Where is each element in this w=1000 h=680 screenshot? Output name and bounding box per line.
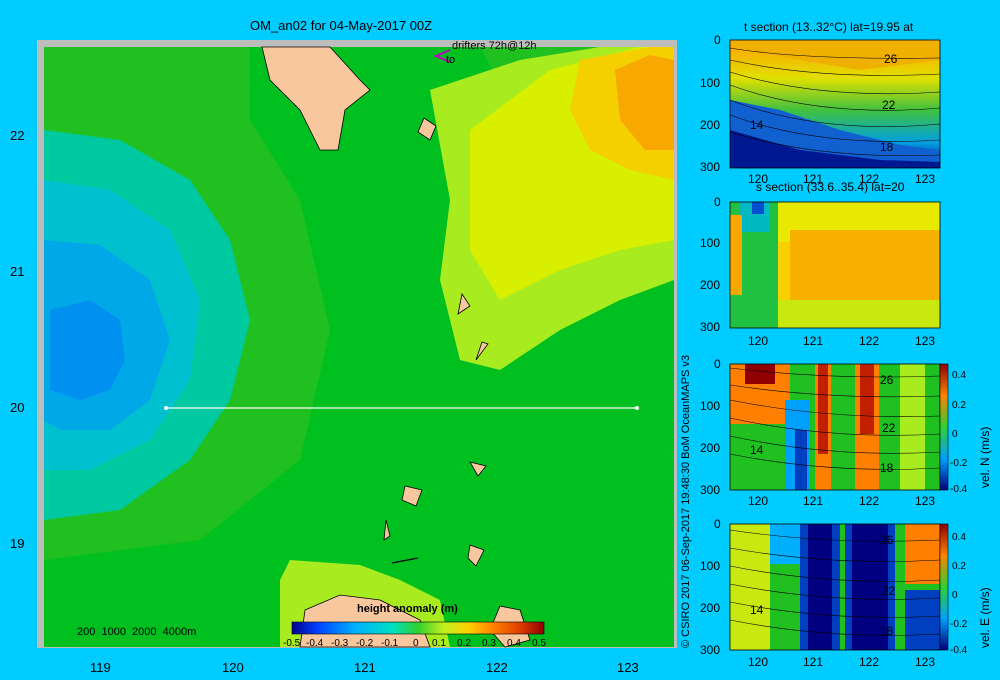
colorbar-title: height anomaly (m) xyxy=(357,603,458,615)
drifters-sub: to xyxy=(446,54,456,66)
cb-tick: -0.4 xyxy=(306,638,324,649)
lon-tick-122: 122 xyxy=(486,660,508,675)
s-xtick: 123 xyxy=(915,334,936,348)
vn-cb-tick: 0.2 xyxy=(952,400,966,411)
s-xtick: 122 xyxy=(859,334,880,348)
ve-contour-label: 14 xyxy=(750,603,764,617)
t-xtick: 123 xyxy=(915,172,936,186)
cb-tick: 0.4 xyxy=(507,638,521,649)
vn-contour-label: 26 xyxy=(880,373,894,387)
lat-tick-19: 19 xyxy=(10,536,25,551)
t-ytick: 200 xyxy=(700,118,721,132)
cb-tick: 0.5 xyxy=(532,638,546,649)
lon-tick-119: 119 xyxy=(90,660,111,675)
vel-e-plot xyxy=(729,523,949,651)
height-colorbar xyxy=(291,621,545,635)
ve-contour-label: 18 xyxy=(880,624,894,638)
vn-ytick: 100 xyxy=(700,399,721,413)
ve-ytick: 300 xyxy=(700,643,721,657)
lon-tick-120: 120 xyxy=(222,660,244,675)
ve-cb-tick: 0.2 xyxy=(952,561,966,572)
t-contour-label: 14 xyxy=(750,118,764,132)
vn-cb-tick: 0.4 xyxy=(952,370,966,381)
ve-contour-label: 22 xyxy=(882,584,896,598)
ve-cb-tick: 0 xyxy=(952,590,958,601)
vel-n-axis-label: vel. N (m/s) xyxy=(978,426,992,488)
vn-ytick: 200 xyxy=(700,441,721,455)
t-ytick: 300 xyxy=(700,160,721,174)
vel-n-plot xyxy=(729,363,949,491)
map-title: OM_an02 for 04-May-2017 00Z xyxy=(250,18,433,33)
vn-ytick: 0 xyxy=(714,357,721,371)
ve-cb-tick: -0.2 xyxy=(950,619,968,630)
ve-cb-tick: -0.4 xyxy=(950,645,968,656)
credit-text: © CSIRO 2017 06-Sep-2017 19:48:30 BoM Oc… xyxy=(680,354,692,648)
ve-xtick: 122 xyxy=(859,655,880,669)
t-ytick: 100 xyxy=(700,76,721,90)
vn-xtick: 121 xyxy=(803,494,824,508)
s-section-title: s section (33.6..35.4) lat=20 xyxy=(756,180,905,194)
vn-cb-tick: -0.4 xyxy=(950,484,968,495)
s-xtick: 121 xyxy=(803,334,824,348)
cb-tick: 0.3 xyxy=(482,638,496,649)
s-ytick: 100 xyxy=(700,236,721,250)
s-xtick: 120 xyxy=(748,334,769,348)
s-ytick: 0 xyxy=(714,195,721,209)
t-ytick: 0 xyxy=(714,33,721,47)
cb-tick: 0.1 xyxy=(432,638,446,649)
t-section-plot xyxy=(729,39,941,169)
cb-tick: -0.3 xyxy=(331,638,349,649)
depth-legend: 200 1000 2000 4000m xyxy=(77,626,197,638)
s-ytick: 200 xyxy=(700,278,721,292)
ve-ytick: 0 xyxy=(714,517,721,531)
vn-xtick: 122 xyxy=(859,494,880,508)
vn-ytick: 300 xyxy=(700,483,721,497)
s-ytick: 300 xyxy=(700,320,721,334)
t-contour-label: 26 xyxy=(884,52,898,66)
t-contour-label: 22 xyxy=(882,98,896,112)
drifters-label: drifters 72h@12h xyxy=(452,40,537,52)
t-section-title: t section (13..32°C) lat=19.95 at xyxy=(744,20,914,34)
vn-contour-label: 14 xyxy=(750,443,764,457)
lat-tick-22: 22 xyxy=(10,128,25,143)
ve-xtick: 121 xyxy=(803,655,824,669)
lon-tick-123: 123 xyxy=(617,660,639,675)
vn-contour-label: 22 xyxy=(882,421,896,435)
lat-tick-21: 21 xyxy=(10,264,25,279)
vn-cb-tick: 0 xyxy=(952,429,958,440)
vn-xtick: 123 xyxy=(915,494,936,508)
s-section-plot xyxy=(729,201,941,329)
cb-tick: 0 xyxy=(413,638,419,649)
lon-tick-121: 121 xyxy=(354,660,376,675)
vn-xtick: 120 xyxy=(748,494,769,508)
t-contour-label: 18 xyxy=(880,140,894,154)
land-taiwan xyxy=(261,46,371,151)
vn-contour-label: 18 xyxy=(880,461,894,475)
ve-contour-label: 26 xyxy=(880,533,894,547)
t-xtick: 121 xyxy=(803,172,824,186)
ve-xtick: 120 xyxy=(748,655,769,669)
lat-tick-20: 20 xyxy=(10,400,25,415)
sea-height-field xyxy=(44,46,674,648)
ve-ytick: 200 xyxy=(700,601,721,615)
t-xtick: 122 xyxy=(859,172,880,186)
vel-e-axis-label: vel. E (m/s) xyxy=(978,587,992,648)
ve-ytick: 100 xyxy=(700,559,721,573)
t-xtick: 120 xyxy=(748,172,769,186)
cb-tick: 0.2 xyxy=(457,638,471,649)
ve-xtick: 123 xyxy=(915,655,936,669)
cb-tick: -0.5 xyxy=(283,638,301,649)
cb-tick: -0.2 xyxy=(356,638,374,649)
vn-cb-tick: -0.2 xyxy=(950,458,968,469)
ve-cb-tick: 0.4 xyxy=(952,532,966,543)
cb-tick: -0.1 xyxy=(381,638,399,649)
